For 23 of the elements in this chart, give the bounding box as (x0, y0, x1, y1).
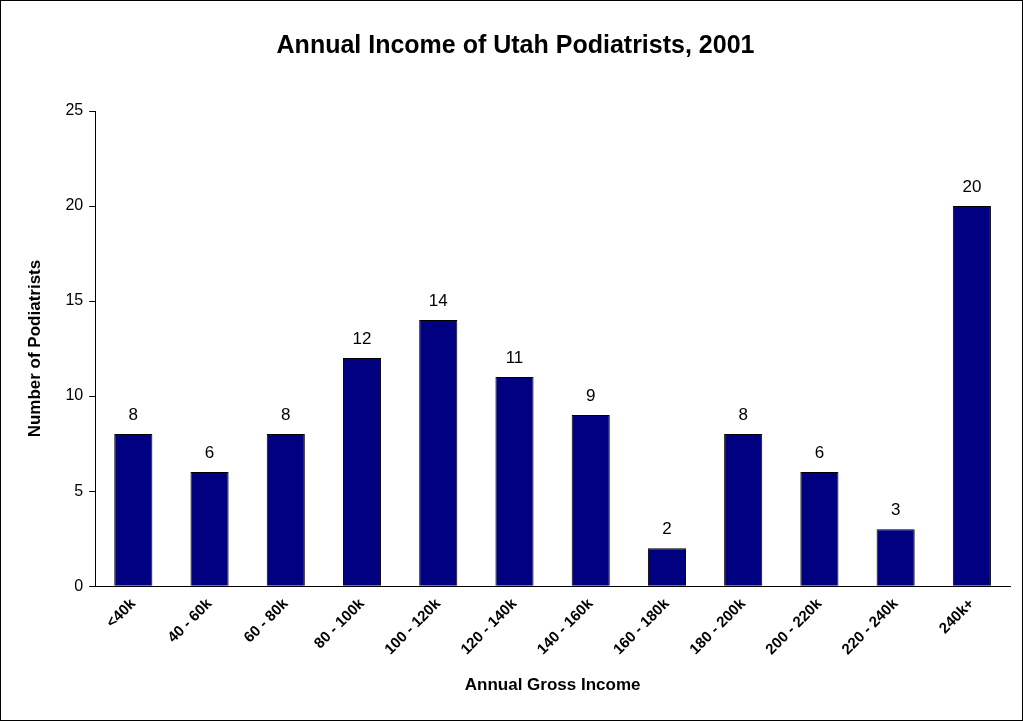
x-tick-label: 60 - 80k (239, 594, 292, 646)
data-label: 11 (505, 348, 524, 368)
data-label: 12 (352, 329, 372, 349)
y-axis-title: Number of Podiatrists (24, 259, 44, 438)
x-tick-label: 40 - 60k (163, 594, 216, 646)
y-tick-label: 5 (74, 481, 84, 499)
data-label: 8 (128, 405, 139, 425)
chart-title: Annual Income of Utah Podiatrists, 2001 (276, 29, 755, 58)
y-tick-label: 20 (65, 196, 84, 214)
data-label: 2 (662, 519, 672, 539)
data-label: 9 (585, 386, 596, 406)
y-tick-label: 15 (65, 291, 84, 309)
data-label: 8 (281, 405, 291, 425)
data-label: 8 (738, 405, 748, 425)
data-label: 3 (890, 500, 901, 520)
data-label: 6 (814, 443, 825, 463)
data-label: 20 (962, 177, 982, 197)
data-label: 6 (204, 443, 215, 463)
y-tick-label: 25 (65, 101, 84, 119)
y-tick-label: 0 (74, 576, 84, 594)
y-tick-label: 10 (65, 386, 84, 404)
x-axis-title: Annual Gross Income (464, 675, 641, 695)
data-label: 14 (428, 291, 448, 311)
